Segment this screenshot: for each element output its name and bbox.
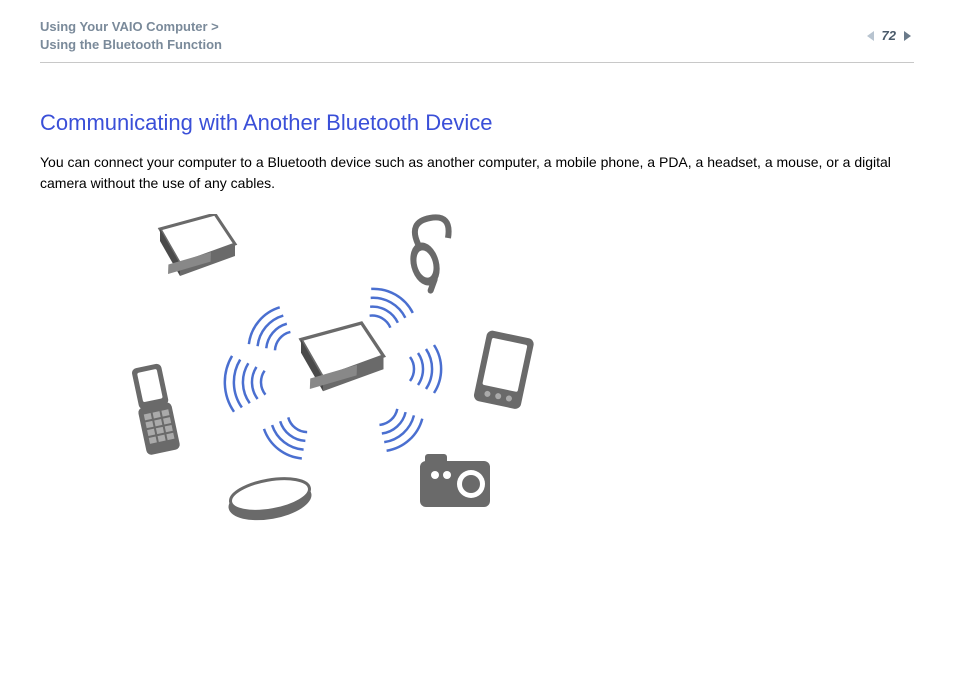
breadcrumb: Using Your VAIO Computer > Using the Blu… [40,18,222,54]
diagram-svg [80,214,600,534]
bluetooth-diagram [80,214,600,534]
nav-prev-icon[interactable] [864,29,878,43]
page-content: Communicating with Another Bluetooth Dev… [40,110,914,534]
laptop-center-icon [301,323,384,391]
page-number: 72 [882,28,896,43]
headset-icon [406,217,449,294]
breadcrumb-line1: Using Your VAIO Computer > [40,18,222,36]
nav-next-icon[interactable] [900,29,914,43]
pda-icon [473,330,535,410]
page-header: Using Your VAIO Computer > Using the Blu… [40,18,914,54]
page-title: Communicating with Another Bluetooth Dev… [40,110,914,136]
camera-icon [420,454,490,507]
phone-icon [129,362,181,455]
page-navigation: 72 [864,28,914,43]
header-divider [40,62,914,63]
laptop-icon [160,214,235,276]
breadcrumb-line2: Using the Bluetooth Function [40,36,222,54]
body-paragraph: You can connect your computer to a Bluet… [40,152,914,194]
mouse-icon [226,473,315,526]
